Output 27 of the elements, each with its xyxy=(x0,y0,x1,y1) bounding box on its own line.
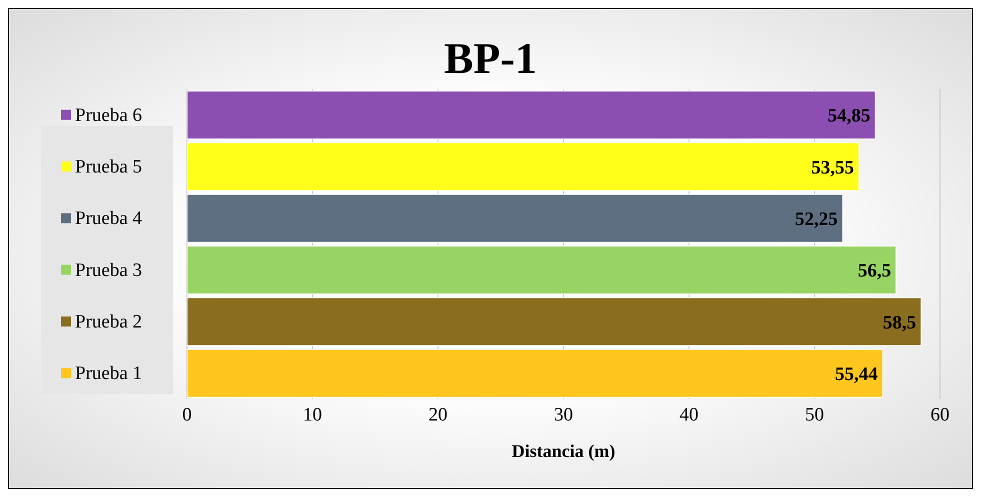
y-tick-label: Prueba 5 xyxy=(75,156,142,178)
bar xyxy=(187,348,884,398)
bar xyxy=(187,142,860,192)
bar xyxy=(187,194,844,243)
data-label: 53,55 xyxy=(811,157,854,178)
x-tick-label: 50 xyxy=(805,404,824,426)
bar xyxy=(187,246,897,294)
x-tick-label: 20 xyxy=(428,404,448,426)
x-tick-label: 40 xyxy=(680,404,698,426)
y-tick-label: Prueba 2 xyxy=(75,312,142,332)
y-tick-label: Prueba 3 xyxy=(75,260,142,281)
data-label: 52,25 xyxy=(794,209,838,230)
y-tick-label: Prueba 1 xyxy=(75,363,142,384)
chart-title: BP-1 xyxy=(443,33,538,83)
x-tick-label: 10 xyxy=(303,404,322,426)
data-label: 56,5 xyxy=(858,260,892,282)
bar xyxy=(187,297,922,346)
x-tick-label: 0 xyxy=(182,404,192,426)
x-axis-title: Distancia (m) xyxy=(512,441,616,461)
data-label: 55,44 xyxy=(835,364,878,386)
x-tick-label: 30 xyxy=(554,404,573,426)
y-tick-label: Prueba 6 xyxy=(75,104,142,126)
data-label: 54,85 xyxy=(828,106,870,127)
bar xyxy=(187,90,876,140)
x-tick-label: 60 xyxy=(930,404,950,426)
y-tick-label: Prueba 4 xyxy=(75,208,143,230)
data-label: 58,5 xyxy=(882,312,916,334)
